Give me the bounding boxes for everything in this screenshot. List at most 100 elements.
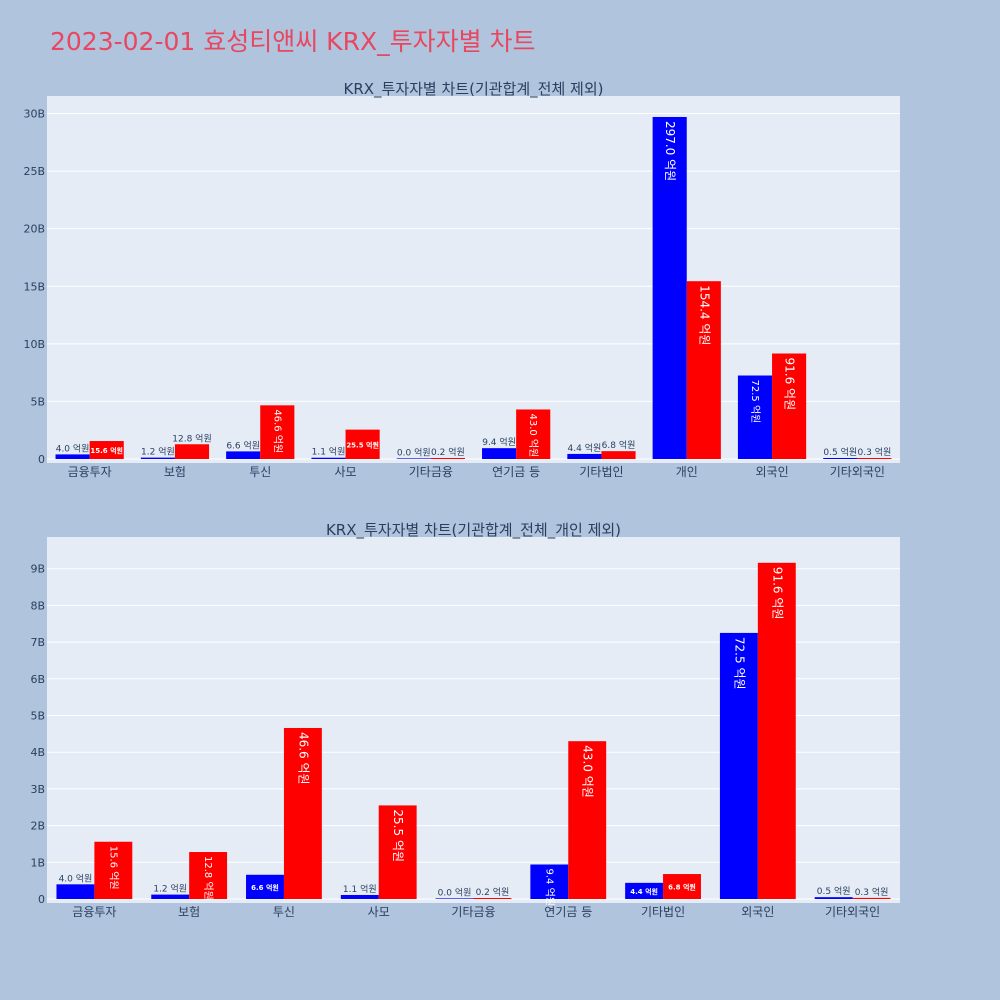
- data-label: 72.5 억원: [749, 380, 761, 424]
- x-tick-label: 보험: [164, 465, 186, 479]
- y-tick-label: 5B: [30, 395, 45, 408]
- bar: [686, 281, 721, 459]
- y-tick-label: 0: [38, 453, 45, 466]
- x-tick-label: 연기금 등: [544, 905, 592, 919]
- y-tick-label: 4B: [30, 746, 45, 759]
- data-label: 6.6 억원: [226, 439, 260, 451]
- chart-panel-2: 0 1B 2B 3B 4B 5B 6B 7B 8B 9B KRX_투자자별 차트(기관합계_전체_개…: [30, 521, 900, 919]
- x-tick-label: 투신: [273, 905, 295, 919]
- bar: [340, 894, 379, 899]
- data-label: 4.0 억원: [56, 442, 90, 454]
- data-label: 43.0 억원: [527, 413, 539, 457]
- bar: [757, 562, 796, 899]
- y-tick-label: 9B: [30, 563, 45, 576]
- data-label: 12.8 억원: [202, 856, 214, 900]
- data-label: 4.0 억원: [59, 872, 93, 884]
- data-label: 4.4 억원: [630, 887, 658, 896]
- y-tick-label: 10B: [23, 338, 45, 351]
- y-tick-label: 6B: [30, 673, 45, 686]
- x-tick-label: 보험: [178, 905, 200, 919]
- data-label: 6.6 억원: [251, 883, 279, 892]
- chart-title: KRX_투자자별 차트(기관합계_전체_개인 제외): [326, 521, 621, 540]
- bar: [396, 458, 431, 459]
- data-label: 0.3 억원: [855, 886, 889, 898]
- data-label: 297.0 억원: [663, 121, 677, 181]
- data-label: 154.4 억원: [697, 285, 711, 345]
- x-tick-label: 사모: [335, 465, 357, 479]
- y-tick-label: 3B: [30, 783, 45, 796]
- bar: [435, 898, 474, 899]
- bar: [625, 882, 664, 899]
- data-label: 15.6 억원: [107, 846, 119, 890]
- bar: [482, 448, 517, 459]
- bar: [94, 841, 133, 899]
- data-label: 0.0 억원: [397, 446, 431, 458]
- bar: [719, 632, 758, 899]
- bar: [530, 864, 569, 899]
- x-tick-label: 기타법인: [641, 905, 685, 919]
- y-tick-label: 7B: [30, 636, 45, 649]
- data-label: 25.5 억원: [346, 440, 379, 449]
- bar: [814, 897, 853, 899]
- bar: [151, 894, 190, 899]
- x-tick-label: 기타외국인: [825, 905, 880, 919]
- bar: [772, 353, 807, 459]
- data-label: 0.3 억원: [858, 446, 892, 458]
- bar: [516, 409, 551, 459]
- bar: [378, 805, 417, 899]
- y-tick-label: 20B: [23, 223, 45, 236]
- data-label: 12.8 억원: [172, 432, 211, 444]
- data-label: 9.4 억원: [543, 869, 555, 906]
- bar: [311, 457, 346, 459]
- x-tick-label: 연기금 등: [492, 465, 540, 479]
- data-label: 9.4 억원: [482, 436, 516, 448]
- data-label: 4.4 억원: [568, 442, 602, 454]
- x-tick-label: 개인: [676, 465, 698, 479]
- x-tick-label: 기타법인: [579, 465, 623, 479]
- x-tick-label: 외국인: [755, 465, 788, 479]
- x-tick-label: 사모: [368, 905, 390, 919]
- y-tick-label: 5B: [30, 709, 45, 722]
- bar: [473, 898, 512, 899]
- y-tick-label: 15B: [23, 280, 45, 293]
- data-label: 43.0 억원: [581, 745, 595, 798]
- bar: [174, 444, 210, 459]
- data-label: 0.5 억원: [823, 446, 857, 458]
- y-tick-label: 25B: [23, 165, 45, 178]
- data-label: 72.5 억원: [732, 637, 746, 690]
- data-label: 91.6 억원: [783, 358, 797, 411]
- bar: [283, 727, 322, 899]
- bar: [567, 453, 602, 459]
- bar: [663, 874, 701, 899]
- bar: [345, 429, 380, 459]
- bar: [652, 116, 687, 459]
- data-label: 6.8 억원: [668, 883, 696, 892]
- data-label: 0.2 억원: [476, 886, 510, 898]
- chart-title: KRX_투자자별 차트(기관합계_전체 제외): [344, 80, 604, 99]
- data-label: 91.6 억원: [770, 567, 784, 620]
- data-label: 0.0 억원: [438, 886, 472, 898]
- data-label: 15.6 억원: [90, 446, 123, 455]
- x-tick-label: 투신: [249, 465, 271, 479]
- bar: [601, 451, 636, 459]
- data-label: 46.6 억원: [296, 732, 310, 785]
- data-label: 1.1 억원: [312, 446, 346, 458]
- bar: [260, 405, 295, 459]
- data-label: 6.8 억원: [602, 439, 636, 451]
- bar: [857, 458, 892, 459]
- chart-panel-1: 0 5B 10B 15B 20B 25B 30B KRX_투자자별 차트(기관합계_전체 제외…: [23, 80, 900, 479]
- data-label: 1.2 억원: [153, 883, 187, 895]
- bar: [568, 741, 607, 899]
- x-tick-label: 금융투자: [68, 465, 112, 479]
- bar: [226, 451, 261, 459]
- bar: [56, 884, 95, 899]
- bar: [737, 375, 773, 459]
- data-label: 1.2 억원: [141, 446, 175, 458]
- bar: [246, 874, 284, 899]
- bar: [852, 897, 891, 899]
- y-tick-label: 0: [38, 893, 45, 906]
- bar: [189, 852, 228, 899]
- y-tick-label: 1B: [30, 856, 45, 869]
- data-label: 46.6 억원: [271, 409, 283, 453]
